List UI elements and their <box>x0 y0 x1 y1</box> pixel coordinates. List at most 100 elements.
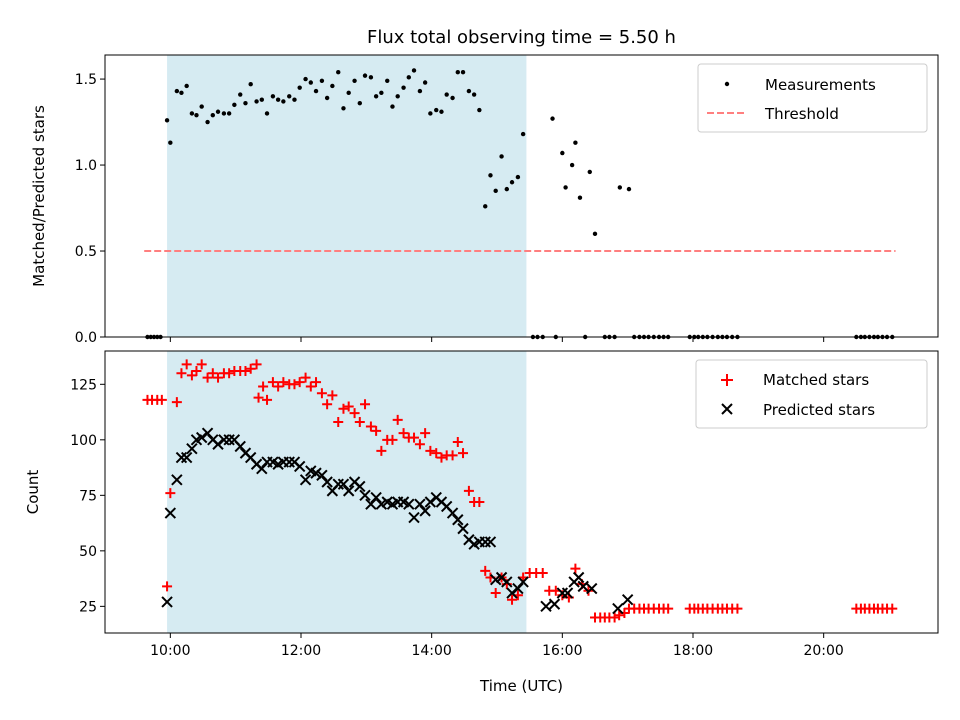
predicted-stars-point <box>186 442 198 455</box>
measurements-point <box>434 107 439 113</box>
matched-stars-point <box>171 397 182 408</box>
measurements-point <box>592 231 598 237</box>
legend-measurements-marker <box>724 81 730 87</box>
measurements-point <box>275 97 281 102</box>
matched-stars-point <box>371 425 382 436</box>
measurements-point <box>373 94 379 99</box>
measurements-point <box>254 99 259 104</box>
measurements-point <box>466 88 472 94</box>
matched-stars-point <box>196 359 207 370</box>
matched-stars-point <box>732 603 743 614</box>
legend-measurements-label: Measurements <box>765 76 876 94</box>
measurements-point <box>174 88 180 94</box>
measurements-point <box>626 186 632 192</box>
bottom-xtick-label: 12:00 <box>281 643 321 659</box>
matched-stars-point <box>452 437 463 448</box>
predicted-stars-point <box>424 496 437 508</box>
bottom-y-axis-label: Count <box>24 470 42 515</box>
bottom-ytick-label: 125 <box>70 377 97 393</box>
measurements-point <box>303 76 308 82</box>
measurements-point <box>232 102 237 108</box>
measurements-point <box>270 94 276 99</box>
measurements-point <box>189 111 195 116</box>
bottom-ticks: 25 50 75 100 125 10:00 12:00 14:00 16:00 18:00 20:… <box>70 377 844 659</box>
matched-stars-point <box>333 417 344 428</box>
matched-stars-point <box>273 381 284 392</box>
predicted-stars-point <box>561 587 574 599</box>
matched-stars-point <box>392 414 403 425</box>
matched-stars-point <box>570 563 581 574</box>
matched-stars-point <box>294 377 305 388</box>
matched-stars-point <box>420 428 431 439</box>
predicted-stars-point <box>332 478 344 490</box>
predicted-stars-point <box>586 582 598 595</box>
matched-stars-point <box>463 485 474 496</box>
predicted-stars-point <box>517 576 529 588</box>
measurements-point <box>168 140 173 145</box>
bottom-plot-frame <box>104 350 939 634</box>
predicted-stars-point <box>577 580 589 593</box>
measurements-point <box>357 100 362 106</box>
bottom-xtick-label: 14:00 <box>411 643 451 659</box>
matched-stars-point <box>322 399 333 410</box>
predicted-stars-point <box>548 598 561 610</box>
measurements-point <box>308 80 313 85</box>
measurements-point <box>444 92 449 97</box>
predicted-stars-point <box>479 536 491 548</box>
matched-stars-point <box>316 388 327 399</box>
matched-stars-point <box>289 379 300 390</box>
predicted-stars-point <box>223 434 235 446</box>
matched-stars-point <box>458 448 469 459</box>
matched-stars-point <box>186 370 197 381</box>
measurements-point <box>450 95 455 101</box>
predicted-stars-point <box>484 536 497 548</box>
matched-stars-point <box>609 612 620 623</box>
predicted-stars-point <box>195 431 208 444</box>
matched-stars-point <box>480 565 491 576</box>
predicted-stars-point <box>540 600 552 613</box>
top-ytick-label: 1.0 <box>75 158 97 174</box>
measurements-point <box>346 90 351 96</box>
legend-predicted-label: Predicted stars <box>763 401 875 419</box>
matched-stars-point <box>376 445 387 456</box>
measurements-point <box>336 69 341 75</box>
measurements-point <box>504 186 509 192</box>
measurements-point <box>330 83 335 89</box>
measurements-point <box>179 90 184 96</box>
measurements-point <box>406 75 411 80</box>
predicted-stars-point <box>299 474 312 486</box>
predicted-stars-point <box>175 451 188 464</box>
predicted-stars-point <box>256 462 268 475</box>
matched-stars-point <box>311 377 322 388</box>
matched-stars-point <box>224 368 235 379</box>
legend-predicted-marker <box>721 403 733 415</box>
predicted-stars-point <box>414 498 426 510</box>
predicted-stars-point <box>572 571 585 584</box>
legend-matched-marker <box>721 374 733 386</box>
measurements-point <box>460 69 466 75</box>
measurements-point <box>287 94 292 99</box>
bottom-ytick-label: 100 <box>70 433 97 449</box>
matched-stars-point <box>258 381 269 392</box>
measurements-point <box>509 180 515 185</box>
matched-stars-point <box>165 488 176 499</box>
matched-stars-point <box>262 394 273 405</box>
measurements-point <box>194 112 199 118</box>
top-ytick-label: 0.0 <box>75 330 97 346</box>
measurements-point <box>617 185 623 190</box>
matched-stars-point <box>207 368 218 379</box>
matched-stars-point <box>887 603 898 614</box>
top-legend-box <box>697 63 928 133</box>
legend-threshold-label: Threshold <box>764 105 839 123</box>
predicted-stars-point <box>321 476 333 488</box>
predicted-stars-point <box>452 514 464 526</box>
measurements-point <box>259 97 264 102</box>
top-panel: 0.0 0.5 1.0 1.5 Matched/Predicted stars Mea… <box>30 54 939 346</box>
predicted-stars-point <box>201 427 214 439</box>
predicted-stars-point <box>621 593 634 606</box>
top-plot-frame <box>104 54 939 338</box>
measurements-point <box>362 73 368 78</box>
measurements-point <box>210 112 215 118</box>
measurements-point <box>515 174 521 180</box>
predicted-stars-point <box>403 498 415 510</box>
